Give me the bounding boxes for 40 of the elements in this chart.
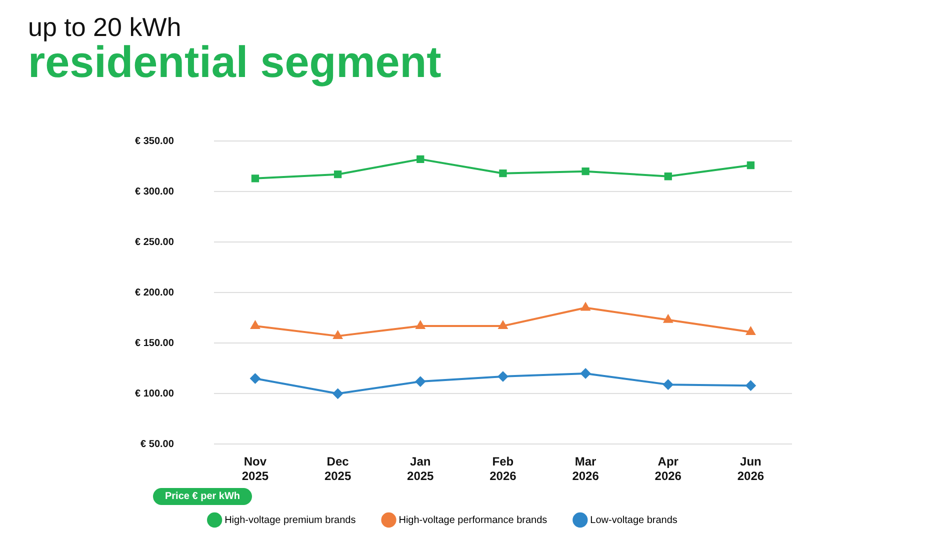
point [332,388,343,399]
legend-label: Low-voltage brands [590,514,678,526]
point [581,302,590,311]
point [415,376,426,387]
y-tick-label: € 100.00 [134,388,174,400]
x-tick-label: Jan 2025 [407,454,434,484]
y-axis-title: Price € per kWh [153,488,252,505]
point [333,331,342,340]
point [746,327,756,336]
legend-label: High-voltage premium brands [224,514,356,526]
x-tick-label: Dec 2025 [324,454,352,484]
x-tick-label: Jun 2026 [737,454,764,484]
point [664,314,673,323]
x-tick-label: Apr 2026 [654,454,682,484]
point [416,320,425,329]
point [746,380,756,391]
y-tick-label: € 50.00 [140,438,174,450]
y-tick-label: € 300.00 [134,186,174,198]
point [499,170,507,178]
x-tick-label: Feb 2026 [490,454,517,484]
point [746,161,755,170]
y-tick-label: € 150.00 [134,338,174,349]
point [498,320,508,329]
point [416,155,424,164]
point [250,320,260,329]
point [251,174,260,182]
x-tick-label: Nov 2025 [242,454,269,484]
y-tick-label: € 350.00 [134,136,174,147]
point [498,371,508,382]
y-tick-label: € 200.00 [134,287,174,298]
point [582,167,590,176]
point [664,172,672,180]
point [250,374,260,384]
y-tick-label: € 250.00 [134,236,174,248]
point [663,380,674,390]
point [334,170,342,178]
point [580,368,591,378]
legend-label: High-voltage performance brands [398,514,548,526]
x-tick-label: Mar 2026 [572,454,600,484]
chart-subtitle: up to 20 kWh [28,12,182,43]
